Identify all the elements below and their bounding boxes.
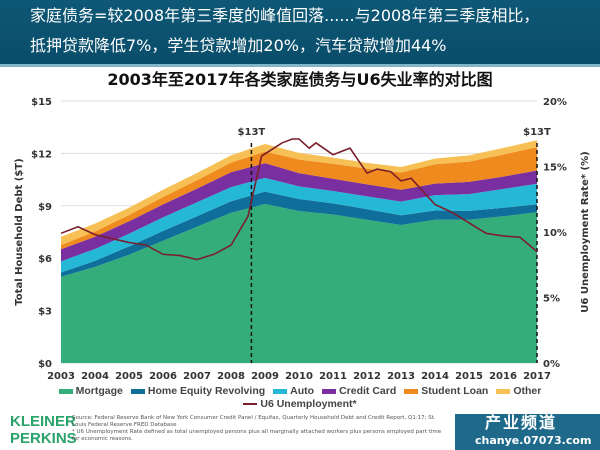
y2-axis-label: U6 Unemployment Rate* (%) [580, 151, 591, 312]
x-tick-label: 2015 [455, 371, 483, 382]
legend-item: Credit Card [322, 385, 396, 398]
source-note: Source: Federal Reserve Bank of New York… [72, 415, 447, 443]
header-line-2: 抵押贷款降低7%，学生贷款增加20%，汽车贷款增加44% [30, 36, 447, 55]
x-tick-label: 2012 [353, 371, 381, 382]
legend: Mortgage Home Equity Revolving Auto Credit … [14, 385, 586, 411]
y-tick-label: $6 [38, 254, 52, 265]
y2-tick-label: 0% [543, 359, 560, 370]
legend-swatch [404, 388, 419, 394]
area-mortgage [61, 204, 537, 363]
legend-swatch [243, 403, 258, 406]
kleiner-perkins-logo: KLEINER PERKINS [10, 413, 77, 447]
header-banner: 家庭债务=较2008年第三季度的峰值回落......与2008年第三季度相比， … [0, 0, 600, 67]
y2-tick-label: 15% [543, 163, 567, 174]
chart-title: 2003年至2017年各类家庭债务与U6失业率的对比图 [107, 70, 493, 89]
legend-label: Other [513, 385, 542, 397]
legend-item: U6 Unemployment* [243, 398, 357, 411]
legend-swatch [496, 388, 511, 394]
area-home-equity-revolving [61, 191, 537, 277]
x-tick-label: 2003 [47, 371, 75, 382]
x-tick-label: 2017 [523, 371, 551, 382]
legend-label: Home Equity Revolving [147, 385, 266, 397]
legend-item: Home Equity Revolving [130, 385, 266, 398]
legend-label: Mortgage [75, 385, 123, 397]
watermark: 产业频道 chanye.07073.com [455, 414, 600, 450]
y-axis-label: Total Household Debt ($T) [14, 158, 25, 305]
area-other [61, 140, 537, 246]
area-student-loan [61, 147, 537, 250]
footnote-text: * U6 Unemployment Rate defined as total … [72, 429, 442, 442]
watermark-url: chanye.07073.com [475, 434, 592, 447]
legend-swatch [322, 388, 337, 394]
legend-item: Auto [273, 385, 314, 398]
area-auto [61, 177, 537, 273]
y2-tick-label: 5% [543, 294, 560, 305]
y-tick-label: $15 [31, 97, 52, 108]
legend-swatch [130, 388, 145, 394]
legend-item: Student Loan [404, 385, 488, 398]
source-text: Source: Federal Reserve Bank of New York… [72, 415, 436, 428]
x-tick-label: 2010 [285, 371, 313, 382]
x-tick-label: 2016 [489, 371, 517, 382]
legend-label: Credit Card [339, 385, 397, 397]
legend-item: Mortgage [58, 385, 123, 398]
x-tick-label: 2008 [217, 371, 245, 382]
legend-label: Student Loan [421, 385, 489, 397]
x-tick-label: 2011 [319, 371, 347, 382]
annotation-label: $13T [523, 127, 551, 138]
annotation-label: $13T [238, 127, 266, 138]
y2-tick-label: 10% [543, 228, 567, 239]
legend-label: U6 Unemployment* [260, 398, 357, 410]
legend-swatch [58, 388, 73, 394]
u6-unemployment-line [60, 138, 538, 261]
y-tick-label: $0 [38, 359, 52, 370]
x-tick-label: 2005 [115, 371, 143, 382]
watermark-title: 产业频道 [485, 413, 558, 432]
y-tick-label: $12 [31, 149, 52, 160]
y-tick-label: $9 [38, 202, 52, 213]
x-tick-label: 2006 [149, 371, 177, 382]
y-tick-label: $3 [38, 307, 52, 318]
header-line-1: 家庭债务=较2008年第三季度的峰值回落......与2008年第三季度相比， [30, 6, 540, 25]
y2-tick-label: 20% [543, 97, 567, 108]
x-tick-label: 2014 [421, 371, 449, 382]
legend-label: Auto [290, 385, 315, 397]
x-tick-label: 2013 [387, 371, 415, 382]
x-tick-label: 2004 [81, 371, 109, 382]
x-tick-label: 2007 [183, 371, 211, 382]
area-credit-card [61, 163, 537, 262]
legend-swatch [273, 388, 288, 394]
legend-item: Other [496, 385, 541, 398]
logo-text: KLEINER PERKINS [10, 413, 77, 447]
x-tick-label: 2009 [251, 371, 279, 382]
